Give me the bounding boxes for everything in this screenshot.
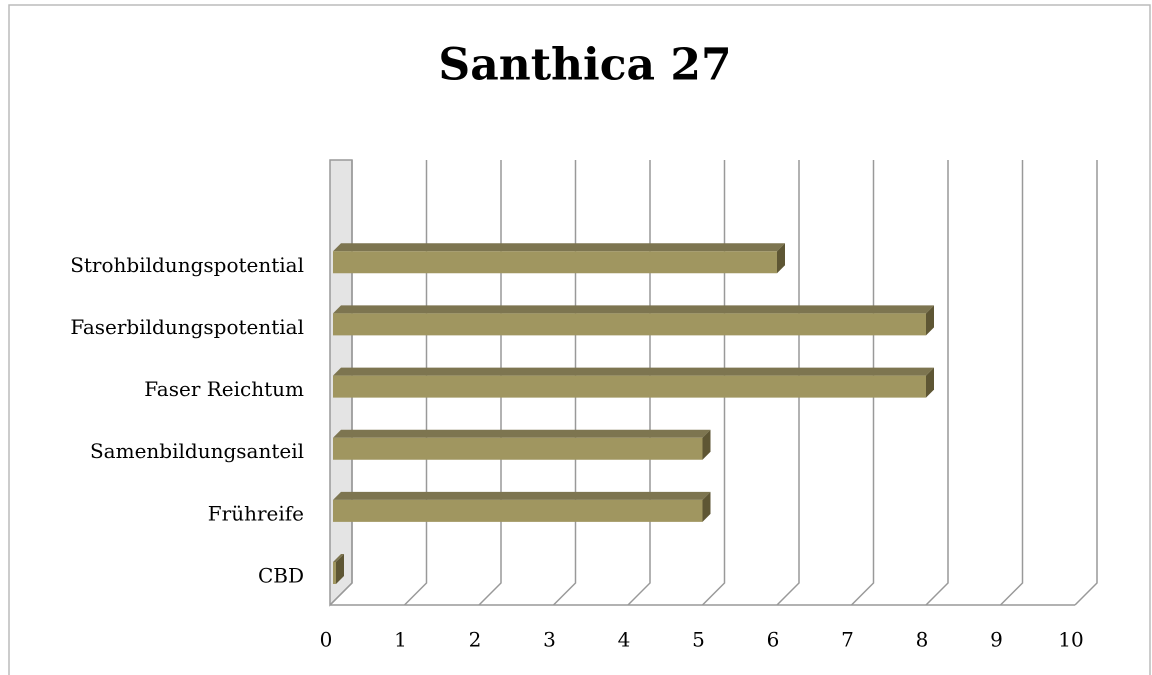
y-tick-label: CBD	[258, 564, 304, 588]
bar-front	[333, 437, 703, 460]
x-tick-label: 5	[692, 628, 705, 652]
bar	[333, 429, 711, 460]
y-tick-label: Faser Reichtum	[144, 377, 304, 401]
bar-side	[926, 305, 934, 336]
bar-front	[333, 313, 926, 336]
grid-line	[329, 160, 353, 606]
bar-side	[702, 491, 711, 522]
x-tick-label: 3	[543, 628, 556, 652]
bar-top	[333, 305, 934, 314]
grid-line	[850, 160, 875, 606]
y-tick-label: Samenbildungsanteil	[90, 439, 304, 463]
bar-side	[926, 367, 934, 398]
bar-top	[333, 367, 934, 376]
x-tick-label: 4	[618, 628, 631, 652]
bar-front	[333, 562, 336, 584]
x-tick-label: 0	[320, 628, 333, 652]
bar	[333, 554, 344, 584]
bar-top	[333, 429, 711, 438]
chart-frame	[8, 4, 1151, 675]
grid-line	[1074, 160, 1098, 606]
grid-line	[403, 160, 428, 606]
x-tick-label: 10	[1058, 628, 1083, 652]
x-tick-label: 9	[990, 628, 1003, 652]
grid-line	[552, 160, 577, 606]
bar-top	[333, 554, 344, 562]
grid-line	[776, 160, 800, 606]
grid-line	[627, 160, 651, 606]
bar	[333, 243, 785, 274]
bar	[333, 305, 934, 336]
bar-front	[333, 375, 926, 398]
bar-front	[333, 499, 703, 522]
bar	[333, 367, 934, 398]
x-tick-label: 1	[394, 628, 407, 652]
y-tick-label: Strohbildungspotential	[70, 253, 304, 277]
bar-front	[333, 251, 777, 274]
y-tick-label: Faserbildungspotential	[70, 315, 304, 339]
bar	[333, 491, 711, 522]
y-tick-label: Frühreife	[208, 501, 304, 525]
grid-line	[999, 160, 1024, 606]
chart-title: Santhica 27	[438, 40, 731, 91]
bar-top	[333, 243, 785, 252]
grid-line	[925, 160, 949, 606]
bar-side	[336, 554, 344, 584]
bar-side	[777, 243, 785, 274]
grid-line	[478, 160, 502, 606]
grid-line	[701, 160, 726, 606]
x-tick-label: 6	[767, 628, 780, 652]
x-tick-label: 2	[469, 628, 482, 652]
x-tick-label: 7	[841, 628, 854, 652]
x-tick-label: 8	[916, 628, 929, 652]
bar-side	[702, 429, 711, 460]
bar-top	[333, 491, 711, 500]
